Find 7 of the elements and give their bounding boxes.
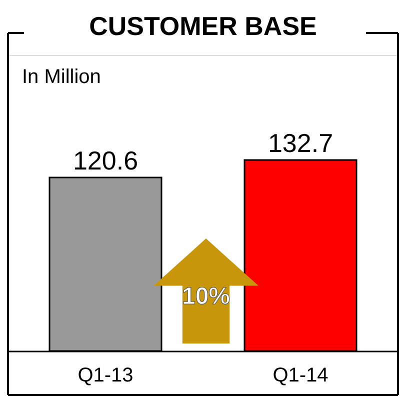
annotation: 10% bbox=[182, 283, 230, 310]
x-tick-label: Q1-13 bbox=[78, 364, 134, 386]
chart-title: CUSTOMER BASE bbox=[89, 11, 317, 41]
data-label: 120.6 bbox=[72, 145, 138, 176]
chart-subtitle: In Million bbox=[22, 66, 101, 88]
x-tick-label: Q1-14 bbox=[272, 364, 328, 386]
data-label: 132.7 bbox=[268, 128, 334, 158]
